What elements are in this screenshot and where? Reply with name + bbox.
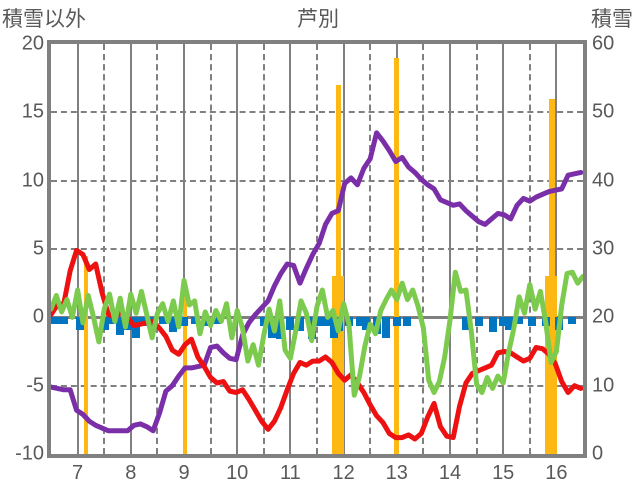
blue-marker-bar bbox=[169, 317, 178, 333]
snow-depth-bar bbox=[183, 290, 188, 454]
gridline-vertical-major bbox=[289, 44, 292, 454]
blue-marker-bar bbox=[158, 317, 167, 325]
y-axis-tick-left: 20 bbox=[21, 32, 44, 55]
blue-marker-bar bbox=[295, 317, 304, 331]
blue-marker-bar bbox=[323, 317, 332, 326]
x-axis-tick: 13 bbox=[385, 462, 408, 484]
y-axis-tick-right: 20 bbox=[592, 305, 615, 328]
gridline-vertical-major bbox=[502, 44, 505, 454]
x-axis-tick: 16 bbox=[545, 462, 568, 484]
blue-marker-bar bbox=[392, 317, 401, 326]
blue-marker-bar bbox=[106, 317, 115, 325]
blue-marker-bar bbox=[59, 317, 68, 325]
x-axis-tick: 14 bbox=[438, 462, 462, 484]
y-axis-tick-right: 30 bbox=[592, 237, 615, 260]
series-layer bbox=[51, 130, 583, 442]
x-axis-tick: 15 bbox=[492, 462, 515, 484]
x-axis-tick: 9 bbox=[178, 462, 190, 484]
gridline-vertical-major bbox=[183, 44, 185, 454]
plot-area bbox=[47, 40, 587, 458]
blue-marker-bar bbox=[275, 317, 284, 340]
gridline-vertical-minor bbox=[209, 44, 212, 454]
y-axis-tick-left: 0 bbox=[32, 305, 44, 328]
gridline-vertical-major bbox=[236, 44, 239, 454]
x-axis-tick: 8 bbox=[125, 462, 137, 484]
snow-depth-bar bbox=[335, 85, 341, 454]
gridline-vertical-major bbox=[555, 44, 558, 454]
gridline-vertical-minor bbox=[103, 44, 106, 454]
blue-marker-bar bbox=[355, 317, 364, 326]
y-axis-tick-left: 5 bbox=[32, 237, 44, 260]
blue-marker-bar bbox=[212, 317, 221, 325]
blue-marker-bar bbox=[116, 317, 125, 336]
x-axis-tick: 11 bbox=[280, 462, 301, 484]
snow-depth-bar bbox=[83, 255, 88, 454]
right-axis-title: 積雪 bbox=[591, 8, 633, 31]
snow-depth-bar bbox=[332, 276, 345, 454]
y-axis-tick-right: 60 bbox=[592, 32, 615, 55]
plot-inner bbox=[51, 44, 583, 454]
x-axis-tick: 10 bbox=[226, 462, 249, 484]
blue-marker-bar bbox=[361, 317, 370, 330]
blue-marker-bar bbox=[528, 317, 537, 326]
gridline-vertical-minor bbox=[262, 44, 265, 454]
left-axis-title: 積雪以外 bbox=[2, 8, 86, 31]
snow-depth-bar bbox=[545, 276, 557, 454]
blue-marker-bar bbox=[190, 317, 199, 325]
series-line-red bbox=[51, 247, 583, 442]
blue-marker-bar bbox=[488, 317, 497, 333]
y-axis-tick-left: 15 bbox=[21, 100, 44, 123]
blue-marker-bar bbox=[259, 317, 268, 326]
series-line-green bbox=[51, 269, 583, 398]
page-title: 芦別 bbox=[297, 8, 339, 31]
blue-marker-bar bbox=[515, 317, 524, 325]
y-axis-tick-right: 40 bbox=[592, 169, 615, 192]
blue-marker-bar bbox=[330, 317, 339, 338]
y-axis-tick-right: 50 bbox=[592, 100, 615, 123]
blue-marker-bar bbox=[499, 317, 508, 326]
blue-marker-bar bbox=[568, 317, 577, 325]
y-axis-tick-left: 10 bbox=[21, 169, 44, 192]
blue-marker-bar bbox=[101, 317, 110, 330]
snow-depth-bar bbox=[394, 57, 400, 454]
y-axis-tick-left: -5 bbox=[26, 374, 44, 397]
blue-marker-bar bbox=[180, 317, 188, 326]
blue-marker-bar bbox=[76, 317, 85, 330]
gridline-vertical-minor bbox=[369, 44, 372, 454]
blue-marker-bar bbox=[461, 317, 470, 330]
blue-marker-bar bbox=[475, 317, 484, 326]
x-axis-tick: 7 bbox=[72, 462, 84, 484]
blue-marker-bar bbox=[315, 317, 324, 326]
blue-marker-bar bbox=[504, 317, 513, 330]
blue-marker-bar bbox=[52, 317, 61, 325]
y-axis-tick-right: 0 bbox=[592, 442, 604, 465]
gridline-vertical-minor bbox=[475, 44, 478, 454]
gridline-vertical-minor bbox=[422, 44, 425, 454]
blue-marker-bar bbox=[286, 317, 295, 330]
x-axis-tick: 12 bbox=[332, 462, 355, 484]
gridline-vertical-minor bbox=[528, 44, 531, 454]
gridline-vertical-major bbox=[449, 44, 451, 454]
series-line-purple bbox=[51, 130, 583, 434]
blue-marker-bar bbox=[403, 317, 412, 326]
gridline-vertical-major bbox=[342, 44, 345, 454]
snow-depth-bar bbox=[549, 98, 555, 454]
blue-marker-bar bbox=[382, 317, 391, 338]
y-axis-tick-right: 10 bbox=[592, 374, 615, 397]
gridline-vertical-minor bbox=[156, 44, 159, 454]
gridline-vertical-major bbox=[129, 44, 132, 454]
y-axis-tick-left: -10 bbox=[15, 442, 44, 465]
